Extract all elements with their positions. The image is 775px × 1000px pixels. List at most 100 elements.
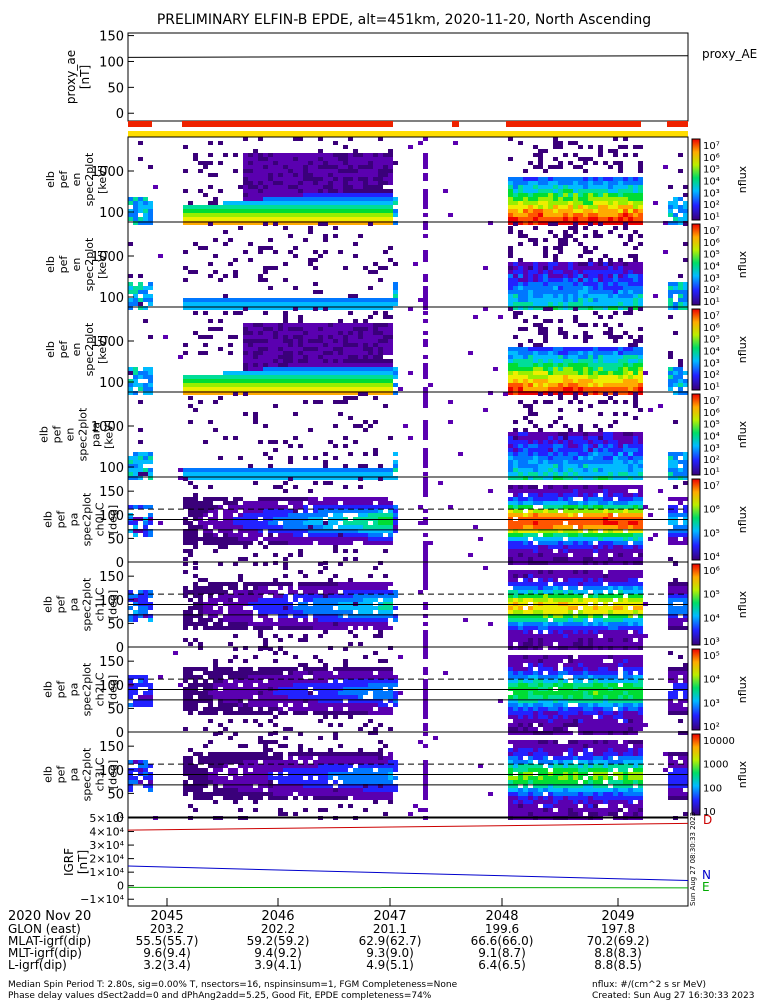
heatmap-cell [293, 537, 298, 541]
heatmap-cell [288, 513, 293, 517]
heatmap-cell [533, 278, 538, 282]
heatmap-cell [563, 472, 568, 476]
heatmap-cell [328, 383, 333, 387]
heatmap-cell [348, 311, 353, 315]
heatmap-cell [248, 537, 253, 541]
heatmap-cell [393, 209, 398, 213]
heatmap-cell [223, 436, 228, 440]
heatmap-cell [518, 436, 523, 440]
heatmap-cell [193, 533, 198, 537]
heatmap-cell [258, 468, 263, 472]
heatmap-cell [378, 217, 383, 221]
heatmap-cell [373, 331, 378, 335]
heatmap-cell [283, 262, 288, 266]
heatmap-cell [368, 185, 373, 189]
heatmap-cell [558, 290, 563, 294]
heatmap-cell [343, 501, 348, 505]
y-label-line: en [70, 173, 83, 187]
heatmap-cell [148, 379, 153, 383]
heatmap-cell [363, 343, 368, 347]
heatmap-cell [183, 468, 188, 472]
heatmap-cell [618, 270, 623, 274]
heatmap-cell [318, 335, 323, 339]
heatmap-cell [618, 351, 623, 355]
heatmap-cell [513, 217, 518, 221]
heatmap-cell [378, 501, 383, 505]
heatmap-cell [368, 468, 373, 472]
heatmap-cell [138, 371, 143, 375]
heatmap-cell [388, 371, 393, 375]
heatmap-cell [578, 165, 583, 169]
heatmap-cell [258, 201, 263, 205]
heatmap-cell [268, 476, 273, 480]
heatmap-cell [373, 347, 378, 351]
heatmap-cell [288, 521, 293, 525]
heatmap-cell [533, 456, 538, 460]
heatmap-cell [183, 638, 188, 642]
heatmap-cell [338, 177, 343, 181]
heatmap-cell [553, 137, 558, 141]
heatmap-cell [578, 476, 583, 480]
heatmap-cell [638, 242, 643, 246]
heatmap-cell [293, 533, 298, 537]
heatmap-cell [603, 375, 608, 379]
heatmap-cell [273, 448, 278, 452]
heatmap-cell [133, 452, 138, 456]
heatmap-cell [338, 213, 343, 217]
heatmap-cell [353, 306, 358, 310]
heatmap-cell [138, 610, 143, 614]
heatmap-cell [143, 290, 148, 294]
heatmap-cell [393, 468, 398, 472]
heatmap-cell [288, 477, 293, 481]
heatmap-cell [288, 221, 293, 225]
heatmap-cell [243, 173, 248, 177]
heatmap-cell [638, 363, 643, 367]
heatmap-cell [573, 489, 578, 493]
heatmap-cell [278, 371, 283, 375]
heatmap-cell [243, 157, 248, 161]
heatmap-cell [288, 460, 293, 464]
heatmap-cell [583, 246, 588, 250]
heatmap-cell [548, 444, 553, 448]
heatmap-cell [198, 387, 203, 391]
heatmap-cell [283, 181, 288, 185]
heatmap-cell [598, 428, 603, 432]
heatmap-cell [508, 440, 513, 444]
heatmap-cell [523, 489, 528, 493]
heatmap-cell [673, 221, 678, 225]
heatmap-cell [308, 217, 313, 221]
colorbar-tick-label: 10⁷ [703, 396, 720, 407]
heatmap-cell [188, 513, 193, 517]
heatmap-cell [668, 286, 673, 290]
heatmap-cell [133, 209, 138, 213]
heatmap-cell [628, 485, 633, 489]
heatmap-cell [558, 209, 563, 213]
heatmap-cell [603, 177, 608, 181]
heatmap-cell [593, 274, 598, 278]
heatmap-cell [228, 302, 233, 306]
heatmap-cell [193, 408, 198, 412]
heatmap-cell [603, 213, 608, 217]
heatmap-cell [583, 436, 588, 440]
heatmap-cell [138, 440, 143, 444]
heatmap-cell [578, 545, 583, 549]
heatmap-cell [513, 379, 518, 383]
heatmap-cell [288, 553, 293, 557]
heatmap-cell [383, 379, 388, 383]
heatmap-cell [258, 371, 263, 375]
heatmap-cell [543, 375, 548, 379]
heatmap-cell [573, 392, 578, 396]
heatmap-cell [533, 557, 538, 561]
heatmap-cell [508, 230, 513, 234]
heatmap-cell [613, 545, 618, 549]
heatmap-cell [373, 181, 378, 185]
heatmap-cell [208, 185, 213, 189]
heatmap-cell [228, 509, 233, 513]
heatmap-cell [588, 448, 593, 452]
heatmap-cell [533, 529, 538, 533]
heatmap-cell [148, 614, 153, 618]
heatmap-cell [523, 262, 528, 266]
heatmap-cell [638, 294, 643, 298]
